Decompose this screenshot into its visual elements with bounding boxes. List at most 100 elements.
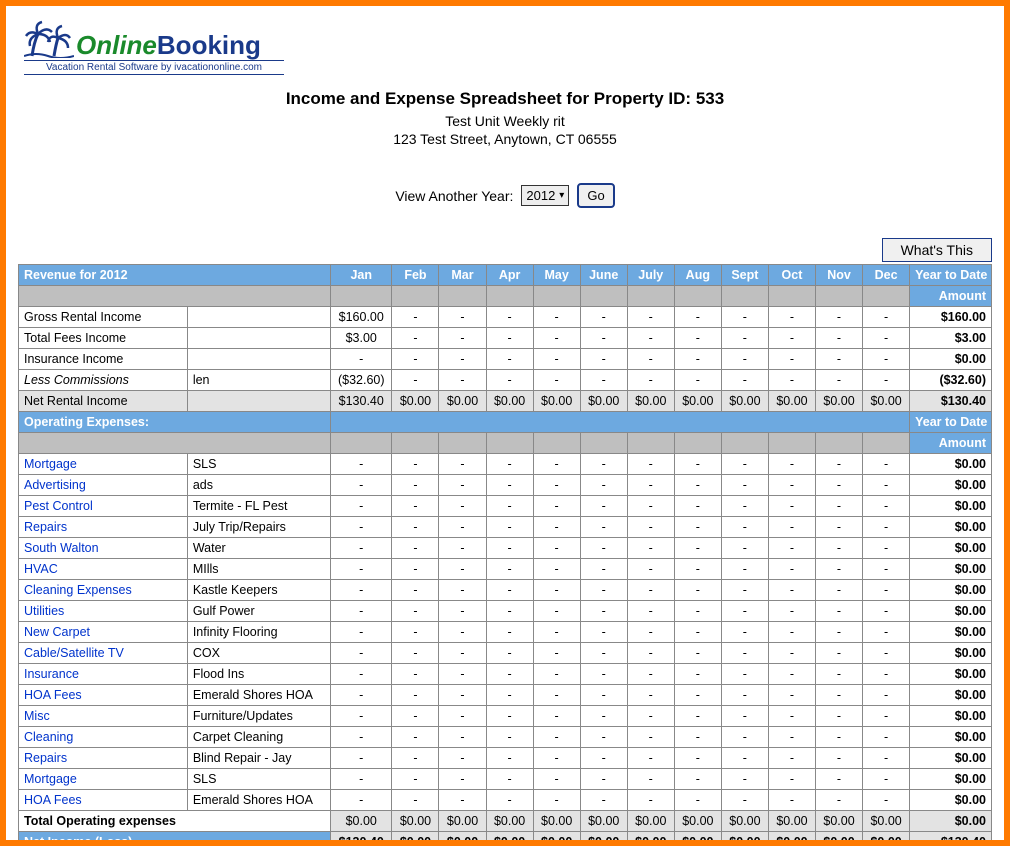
expense-cell: - xyxy=(627,559,674,580)
revenue-cell: - xyxy=(580,307,627,328)
revenue-cell: - xyxy=(863,328,910,349)
expense-row-desc: ads xyxy=(187,475,330,496)
expense-ytd: $0.00 xyxy=(910,538,992,559)
expense-row-label[interactable]: Repairs xyxy=(19,748,188,769)
expense-cell: - xyxy=(439,580,486,601)
expense-row-label[interactable]: HVAC xyxy=(19,559,188,580)
expense-cell: - xyxy=(674,475,721,496)
expense-cell: - xyxy=(721,706,768,727)
expense-row-label[interactable]: Cleaning xyxy=(19,727,188,748)
expense-row-desc: Kastle Keepers xyxy=(187,580,330,601)
net-income-cell: $130.40 xyxy=(331,832,392,846)
expense-cell: - xyxy=(721,601,768,622)
revenue-cell: - xyxy=(331,349,392,370)
month-header: July xyxy=(627,265,674,286)
expense-cell: - xyxy=(863,706,910,727)
expense-cell: - xyxy=(439,685,486,706)
total-expenses-cell: $0.00 xyxy=(580,811,627,832)
expense-cell: - xyxy=(392,706,439,727)
revenue-cell: - xyxy=(768,370,815,391)
expense-row-label[interactable]: Repairs xyxy=(19,517,188,538)
revenue-ytd: ($32.60) xyxy=(910,370,992,391)
expense-cell: - xyxy=(533,622,580,643)
expense-cell: - xyxy=(863,685,910,706)
expense-ytd: $0.00 xyxy=(910,475,992,496)
expense-cell: - xyxy=(674,769,721,790)
expense-row-desc: SLS xyxy=(187,454,330,475)
net-income-cell: $0.00 xyxy=(815,832,862,846)
expense-ytd: $0.00 xyxy=(910,496,992,517)
whats-this-button[interactable]: What's This xyxy=(882,238,992,262)
year-select[interactable]: 2012 ▾ xyxy=(521,185,569,206)
revenue-ytd: $0.00 xyxy=(910,349,992,370)
expense-row-desc: Emerald Shores HOA xyxy=(187,685,330,706)
expense-cell: - xyxy=(815,727,862,748)
total-expenses-cell: $0.00 xyxy=(331,811,392,832)
expense-cell: - xyxy=(674,643,721,664)
month-header: Oct xyxy=(768,265,815,286)
expense-cell: - xyxy=(331,517,392,538)
revenue-row-label: Insurance Income xyxy=(19,349,188,370)
revenue-cell: - xyxy=(439,328,486,349)
total-expenses-ytd: $0.00 xyxy=(910,811,992,832)
expense-cell: - xyxy=(331,727,392,748)
expense-row-label[interactable]: Mortgage xyxy=(19,769,188,790)
go-button[interactable]: Go xyxy=(577,183,614,208)
net-income-cell: $0.00 xyxy=(392,832,439,846)
logo-text-online: Online xyxy=(76,30,157,60)
total-expenses-cell: $0.00 xyxy=(815,811,862,832)
expense-cell: - xyxy=(627,685,674,706)
expense-cell: - xyxy=(533,643,580,664)
expense-cell: - xyxy=(674,496,721,517)
expense-cell: - xyxy=(331,790,392,811)
expense-cell: - xyxy=(331,538,392,559)
expense-cell: - xyxy=(768,769,815,790)
month-header: Nov xyxy=(815,265,862,286)
net-income-cell: $0.00 xyxy=(580,832,627,846)
expense-cell: - xyxy=(439,790,486,811)
expense-row-label[interactable]: Mortgage xyxy=(19,454,188,475)
expense-ytd: $0.00 xyxy=(910,601,992,622)
expense-cell: - xyxy=(439,559,486,580)
expense-row-label[interactable]: Cleaning Expenses xyxy=(19,580,188,601)
revenue-cell: $0.00 xyxy=(392,391,439,412)
month-header: Mar xyxy=(439,265,486,286)
expense-cell: - xyxy=(815,475,862,496)
expense-cell: - xyxy=(486,559,533,580)
expense-cell: - xyxy=(439,748,486,769)
revenue-cell: $0.00 xyxy=(486,391,533,412)
expense-row-label[interactable]: Cable/Satellite TV xyxy=(19,643,188,664)
expense-row-label[interactable]: Insurance xyxy=(19,664,188,685)
expense-ytd: $0.00 xyxy=(910,580,992,601)
expense-cell: - xyxy=(439,496,486,517)
expense-row-label[interactable]: Advertising xyxy=(19,475,188,496)
expense-cell: - xyxy=(392,475,439,496)
expense-cell: - xyxy=(768,496,815,517)
expense-row-label[interactable]: HOA Fees xyxy=(19,790,188,811)
expense-cell: - xyxy=(533,538,580,559)
expense-row-label[interactable]: Pest Control xyxy=(19,496,188,517)
expense-cell: - xyxy=(768,580,815,601)
revenue-cell: - xyxy=(627,328,674,349)
revenue-cell: - xyxy=(486,349,533,370)
expense-cell: - xyxy=(768,475,815,496)
expense-row-label[interactable]: South Walton xyxy=(19,538,188,559)
revenue-cell: - xyxy=(721,328,768,349)
expense-cell: - xyxy=(815,643,862,664)
expense-cell: - xyxy=(674,454,721,475)
expense-row-label[interactable]: New Carpet xyxy=(19,622,188,643)
expense-cell: - xyxy=(331,454,392,475)
expense-cell: - xyxy=(392,580,439,601)
expense-row-label[interactable]: Misc xyxy=(19,706,188,727)
expense-row-label[interactable]: HOA Fees xyxy=(19,685,188,706)
revenue-cell: - xyxy=(439,370,486,391)
page-title: Income and Expense Spreadsheet for Prope… xyxy=(18,89,992,109)
total-expenses-cell: $0.00 xyxy=(486,811,533,832)
expense-row-desc: COX xyxy=(187,643,330,664)
expense-row-desc: Flood Ins xyxy=(187,664,330,685)
month-header: Jan xyxy=(331,265,392,286)
expense-row-label[interactable]: Utilities xyxy=(19,601,188,622)
expense-cell: - xyxy=(674,685,721,706)
expense-cell: - xyxy=(863,517,910,538)
expense-cell: - xyxy=(486,496,533,517)
